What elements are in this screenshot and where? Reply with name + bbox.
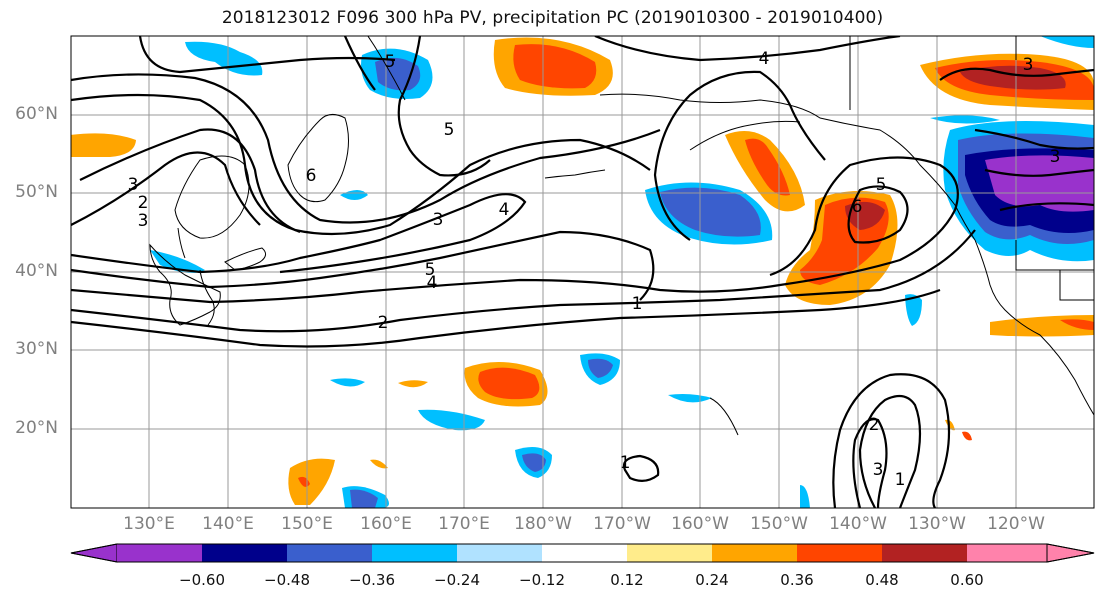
contour-label: 5 [444,120,455,140]
lon-label: 150°E [281,514,333,534]
contour-label: 5 [425,260,436,280]
contour-label: 4 [499,200,510,220]
colorbar-tick-label: −0.24 [434,571,480,589]
positive-anomaly-areas [71,37,1094,505]
contour-label: 4 [759,49,770,69]
contour-label: 3 [1023,55,1034,75]
colorbar-segment [627,544,712,562]
lon-label: 140°E [202,514,254,534]
lon-label: 160°W [671,514,729,534]
lat-label: 60°N [15,104,58,124]
colorbar-tick-label: −0.36 [349,571,395,589]
colorbar-segment [457,544,542,562]
contour-label: 3 [138,211,149,231]
colorbar-segment [372,544,457,562]
colorbar-segment [117,544,202,562]
contour-label: 1 [895,470,906,490]
contour-label: 2 [138,193,149,213]
contour-label: 4 [427,273,438,293]
colorbar-tick-label: −0.60 [179,571,225,589]
colorbar-outline [70,543,1095,563]
contour-label: 3 [1050,147,1061,167]
colorbar-segment [542,544,627,562]
pv-contour-lines [71,36,1094,508]
colorbar-segment [287,544,372,562]
colorbar-segment [1046,543,1095,563]
contour-label: 2 [378,313,389,333]
colorbar-segment [712,544,797,562]
lat-label: 50°N [15,182,58,202]
lon-label: 140°W [829,514,887,534]
lon-label: 150°W [750,514,808,534]
colorbar-segment [797,544,882,562]
lon-label: 170°E [438,514,490,534]
colorbar-tick-label: 0.48 [865,571,899,589]
map-plot-area: 4 5 5 6 3 4 5 4 2 1 5 6 3 3 2 3 1 1 2 3 … [71,36,1094,508]
contour-label: 5 [385,52,396,72]
colorbar-segment [882,544,967,562]
lon-label: 170°W [593,514,651,534]
lon-label: 120°W [987,514,1045,534]
lon-label: 130°E [123,514,175,534]
contour-label: 6 [852,197,863,217]
lon-label: 130°W [908,514,966,534]
colorbar-segment [967,544,1047,562]
colorbar-tick-label: −0.12 [519,571,565,589]
contour-label: 3 [873,460,884,480]
map-frame [70,35,1095,509]
contour-label: 2 [869,415,880,435]
lat-label: 30°N [15,339,58,359]
contour-label: 3 [128,175,139,195]
lon-label: 160°E [360,514,412,534]
contour-labels: 4 5 5 6 3 4 5 4 2 1 5 6 3 3 2 3 1 1 2 3 … [128,49,1061,490]
map-title: 2018123012 F096 300 hPa PV, precipitatio… [221,8,884,28]
graticule [71,36,1094,508]
colorbar-tick-label: 0.12 [610,571,644,589]
contour-label: 6 [306,166,317,186]
colorbar [70,543,1095,563]
colorbar-tick-label: 0.24 [695,571,729,589]
contour-label: 3 [433,210,444,230]
lon-label: 180°W [514,514,572,534]
lat-label: 40°N [15,261,58,281]
lat-label: 20°N [15,418,58,438]
colorbar-tick-label: −0.48 [264,571,310,589]
colorbar-tick-label: 0.36 [780,571,814,589]
coastlines [149,36,1094,436]
contour-label: 1 [620,453,631,473]
colorbar-tick-label: 0.60 [950,571,984,589]
colorbar-segment [70,543,118,563]
contour-label: 5 [876,175,887,195]
colorbar-segment [202,544,287,562]
contour-label: 1 [632,294,643,314]
